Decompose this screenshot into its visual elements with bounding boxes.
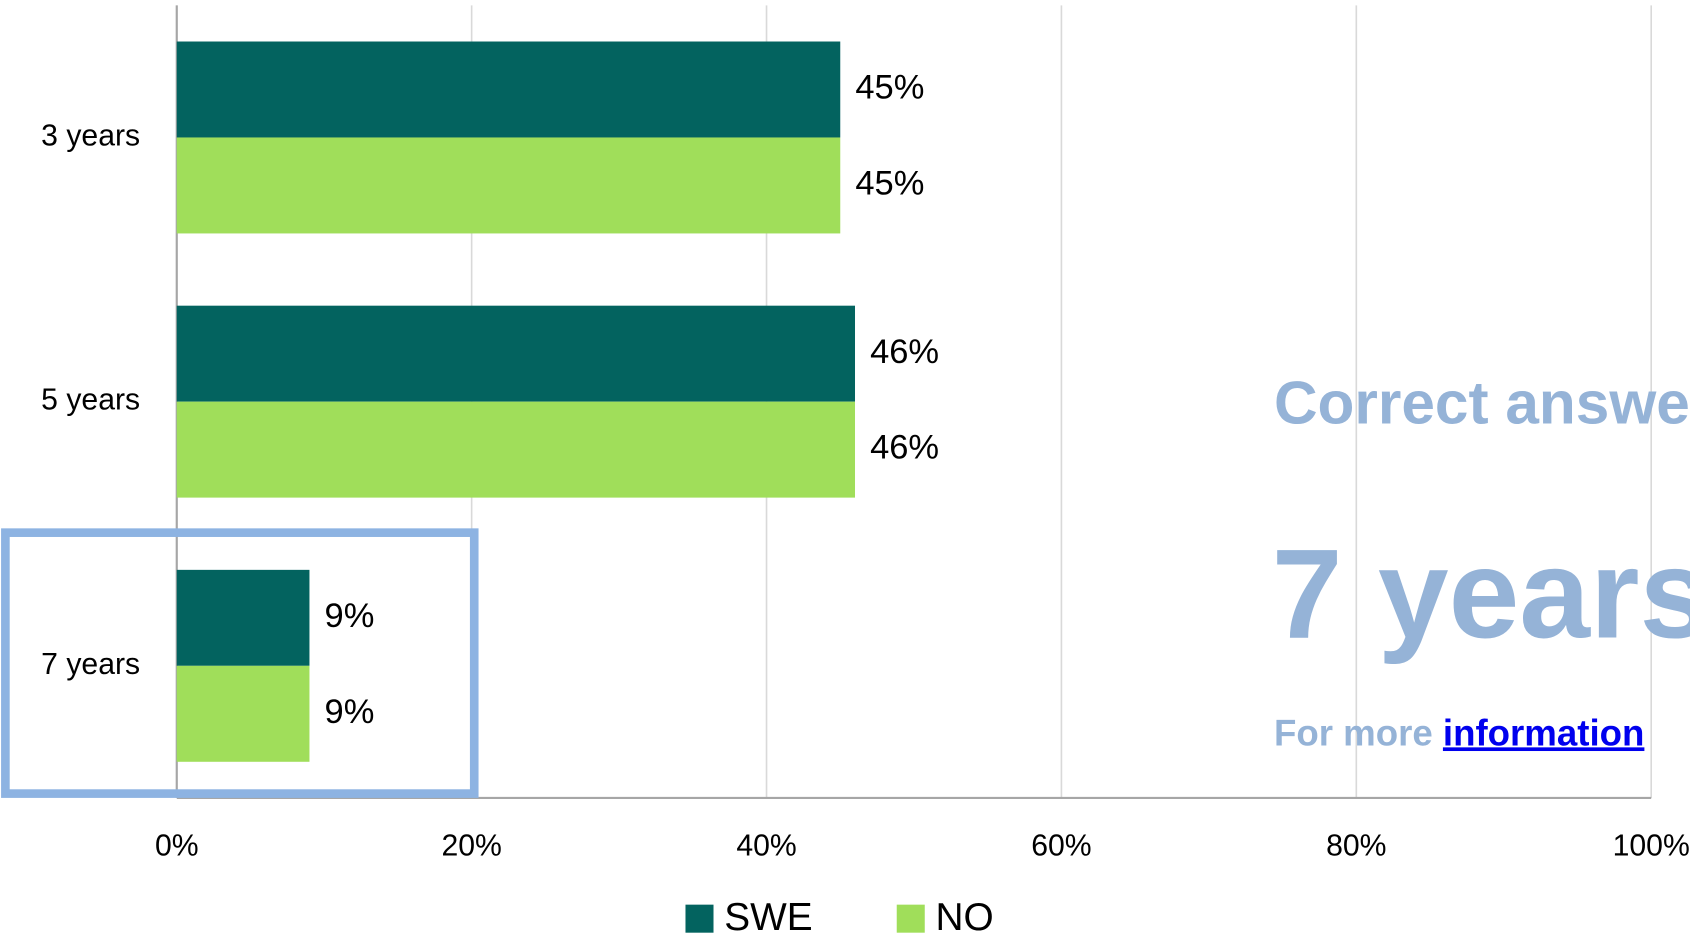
legend-swatch [685, 904, 714, 933]
x-tick-label: 20% [441, 829, 501, 862]
data-label: 45% [855, 69, 924, 107]
annotation-more: For more information [1274, 712, 1644, 753]
legend-label: SWE [724, 896, 812, 937]
x-tick-label: 40% [736, 829, 796, 862]
bar [176, 665, 310, 762]
annotation-heading: Correct answer [1274, 369, 1690, 437]
data-label: 46% [870, 429, 939, 467]
x-tick-label: 0% [155, 829, 199, 862]
bar [176, 401, 856, 498]
x-tick-label: 60% [1031, 829, 1091, 862]
y-tick-label: 7 years [41, 648, 140, 681]
data-label: 9% [325, 597, 375, 635]
x-tick-label: 80% [1326, 829, 1386, 862]
bar [176, 305, 856, 402]
highlight-box [1, 528, 479, 798]
legend-swatch [896, 904, 925, 933]
bar [176, 569, 310, 666]
data-label: 46% [870, 333, 939, 371]
y-tick-label: 5 years [41, 384, 140, 417]
more-prefix: For more [1274, 712, 1433, 753]
data-label: 9% [325, 693, 375, 731]
more-link[interactable]: information [1443, 712, 1644, 753]
legend-label: NO [936, 896, 994, 937]
annotation-answer: 7 years [1272, 522, 1690, 664]
y-tick-label: 3 years [41, 119, 140, 152]
data-label: 45% [855, 165, 924, 203]
x-tick-label: 100% [1613, 829, 1690, 862]
bar [176, 41, 841, 138]
bar [176, 137, 841, 234]
